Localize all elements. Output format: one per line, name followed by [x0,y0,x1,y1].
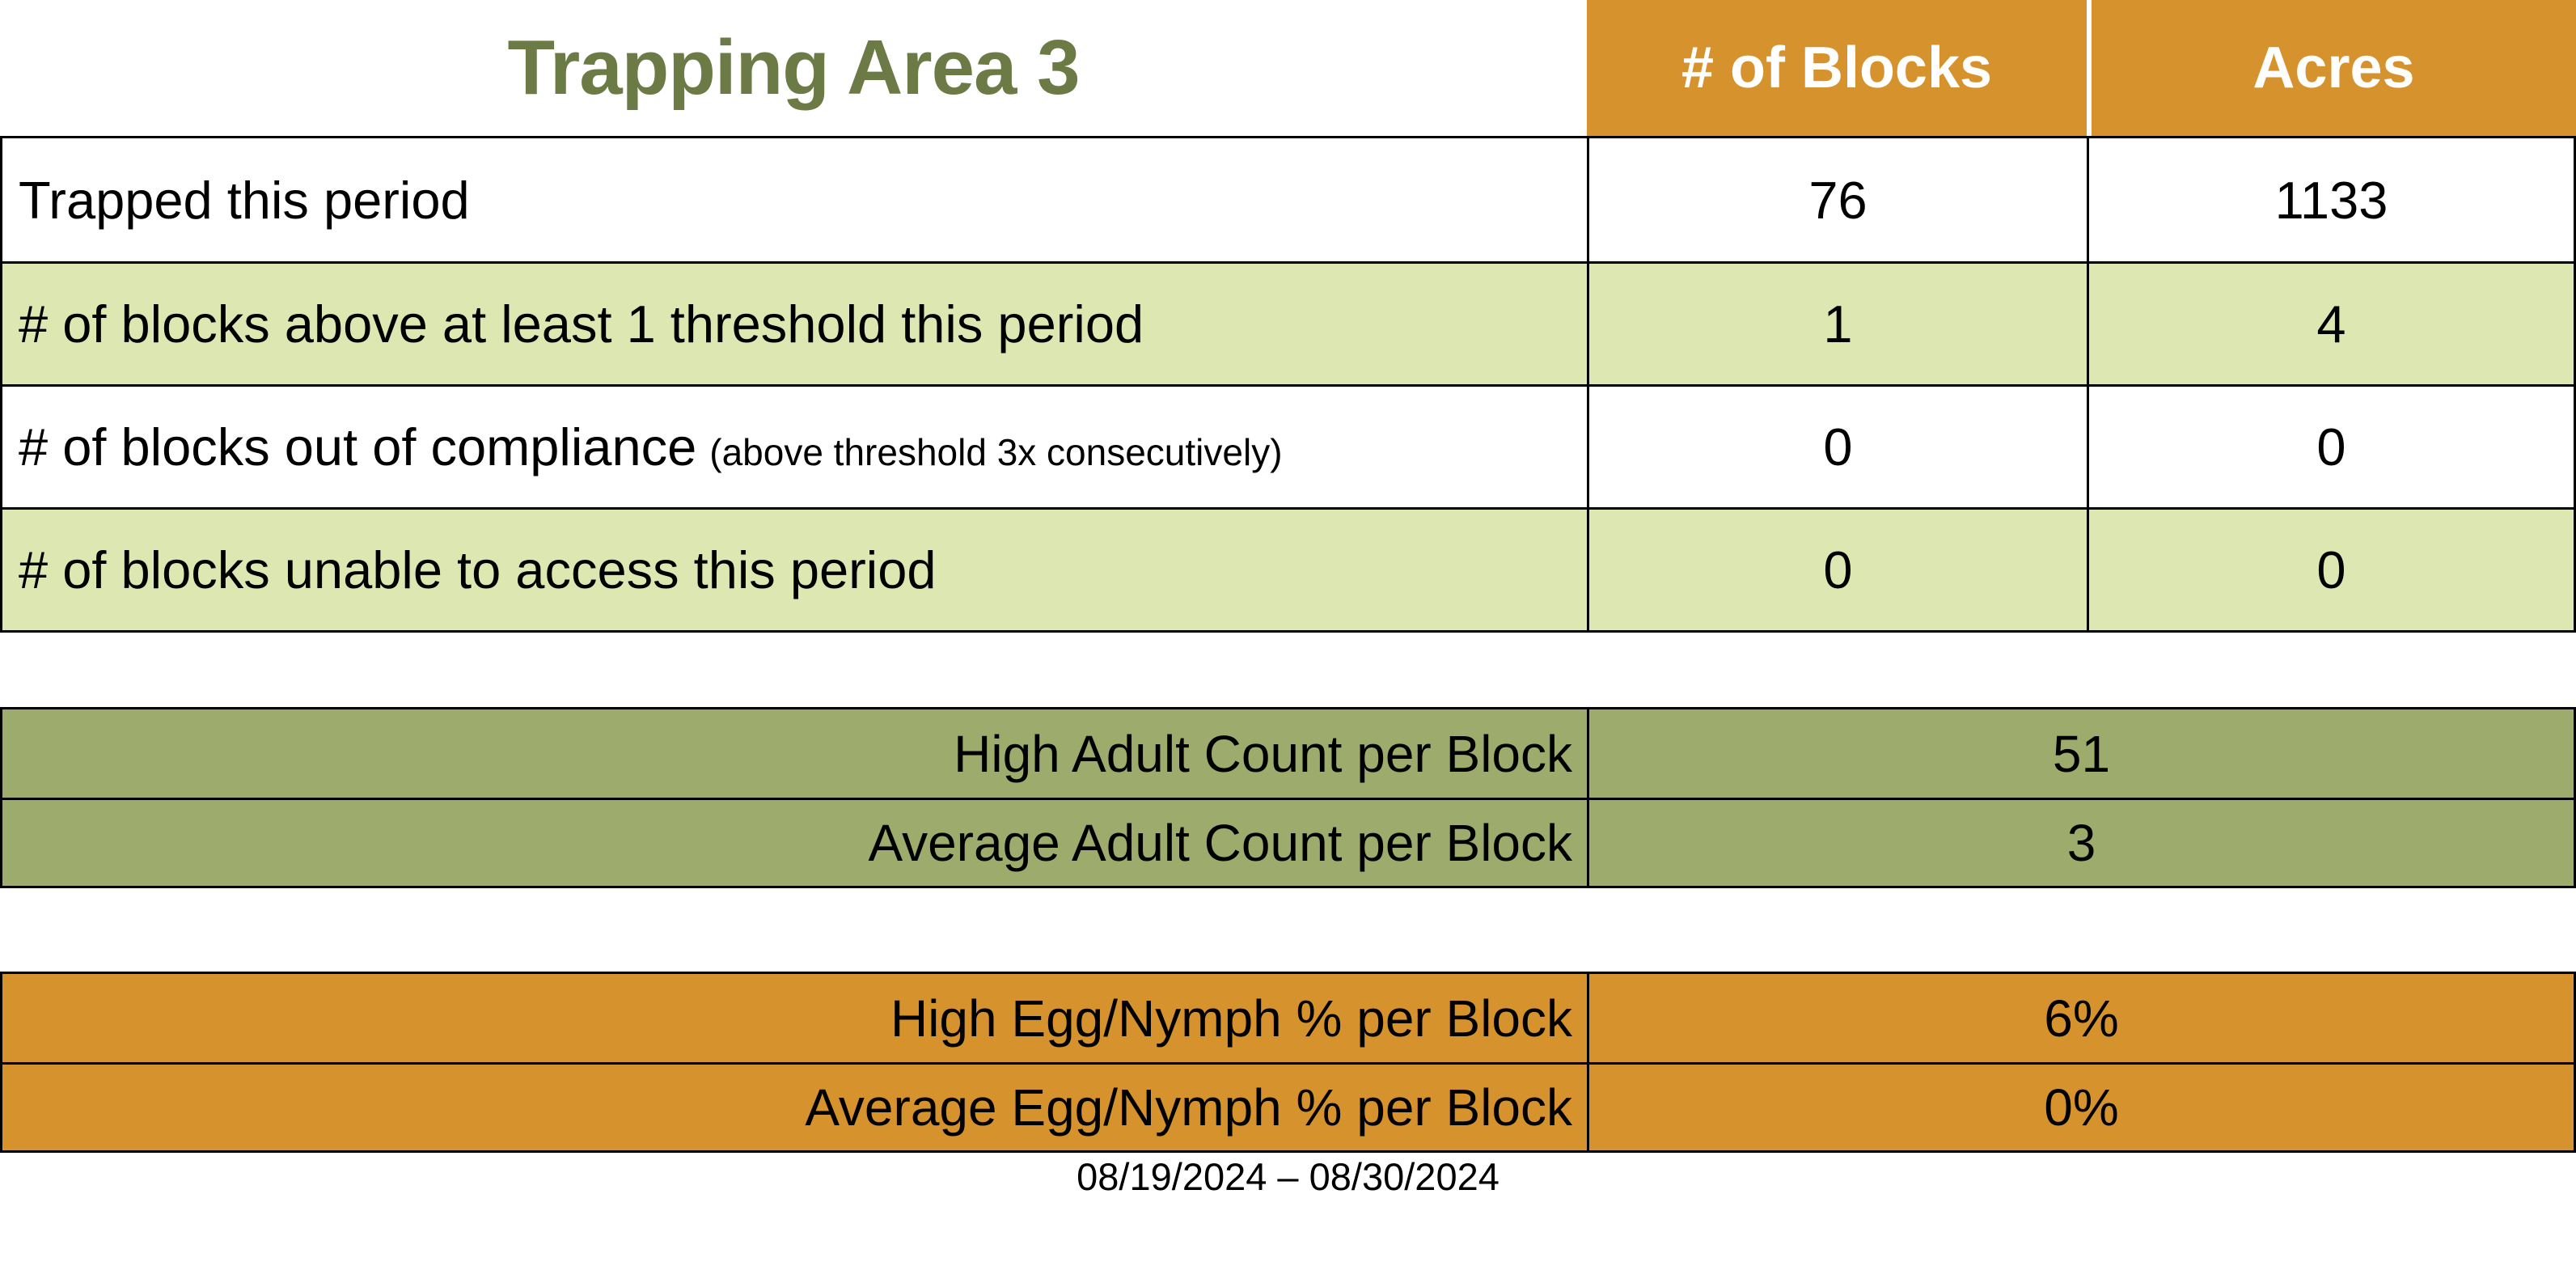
egg-high-label: High Egg/Nymph % per Block [890,989,1572,1048]
blocks-value: 0 [1587,384,2087,507]
summary-row-label: # of blocks out of compliance (above thre… [2,384,1587,507]
adult-count-table: High Adult Count per Block 51 Average Ad… [0,707,2576,888]
blocks-value: 0 [1587,507,2087,630]
summary-row-label: # of blocks above at least 1 threshold t… [2,261,1587,384]
summary-row-label: Trapped this period [2,138,1587,261]
adult-average-label: Average Adult Count per Block [2,798,1587,886]
acres-value: 0 [2087,507,2574,630]
acres-value: 0 [2087,384,2574,507]
acres-value: 1133 [2087,138,2574,261]
egg-nymph-table: High Egg/Nymph % per Block 6% Average Eg… [0,972,2576,1153]
column-header-blocks: # of Blocks [1587,0,2087,136]
date-range: 08/19/2024 – 08/30/2024 [1077,1154,1499,1198]
row-label-main: # of blocks out of compliance [19,417,697,476]
adult-average-value: 3 [1587,798,2574,886]
summary-table: Trapped this period 76 1133 # of blocks … [0,136,2576,633]
row-label-text: # of blocks unable to access this period [19,540,937,599]
acres-value: 4 [2087,261,2574,384]
row-label-text: # of blocks out of compliance (above thre… [19,417,1283,477]
blocks-value: 1 [1587,261,2087,384]
blocks-value: 76 [1587,138,2087,261]
egg-average-label: Average Egg/Nymph % per Block [2,1062,1587,1150]
compliance-note: (above threshold 3x consecutively) [709,431,1283,473]
page-title: Trapping Area 3 [507,24,1081,111]
egg-average-value: 0% [1587,1062,2574,1150]
column-header-acres: Acres [2092,0,2576,136]
egg-high-value: 6% [1587,974,2574,1062]
adult-high-label: High Adult Count per Block [954,724,1572,783]
adult-high-value: 51 [1587,709,2574,798]
row-label-text: # of blocks above at least 1 threshold t… [19,294,1144,354]
summary-row-label: # of blocks unable to access this period [2,507,1587,630]
row-label-text: Trapped this period [19,170,470,230]
